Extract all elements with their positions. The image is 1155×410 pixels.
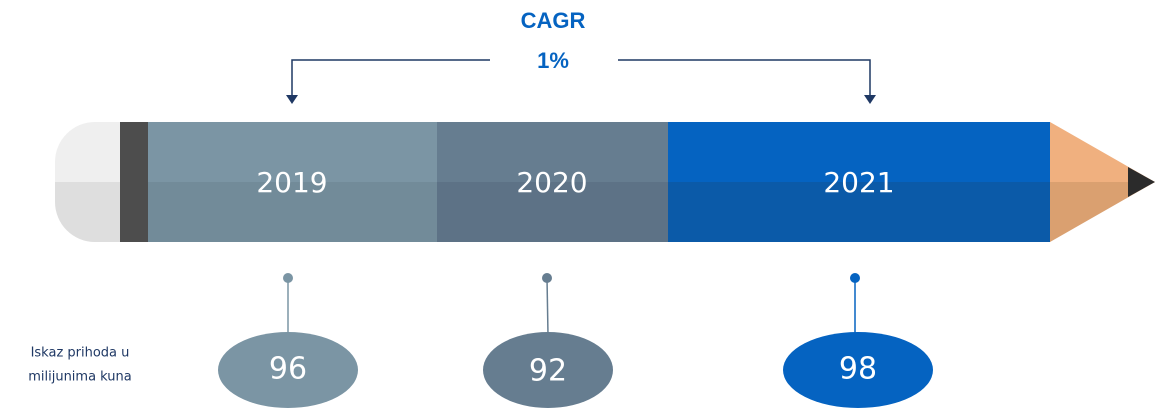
cagr-value: 1% [537,48,569,73]
cagr-title: CAGR [521,8,586,33]
year-label: 2019 [256,166,327,199]
arrow-head [286,95,298,104]
infographic: CAGR 1% 2019 2020 2021 96 92 98 [0,0,1155,410]
year-label: 2020 [516,166,587,199]
value-label: 98 [839,352,877,387]
year-label: 2021 [823,166,894,199]
cagr-arrows [292,60,870,98]
value-bubble [218,273,358,408]
pencil [55,122,1155,242]
note: milijunima kuna [28,370,132,385]
value-bubble [783,273,933,408]
arrow-head [864,95,876,104]
value-label: 96 [269,352,307,387]
note: Iskaz prihoda u [31,346,130,361]
value-label: 92 [529,354,567,389]
